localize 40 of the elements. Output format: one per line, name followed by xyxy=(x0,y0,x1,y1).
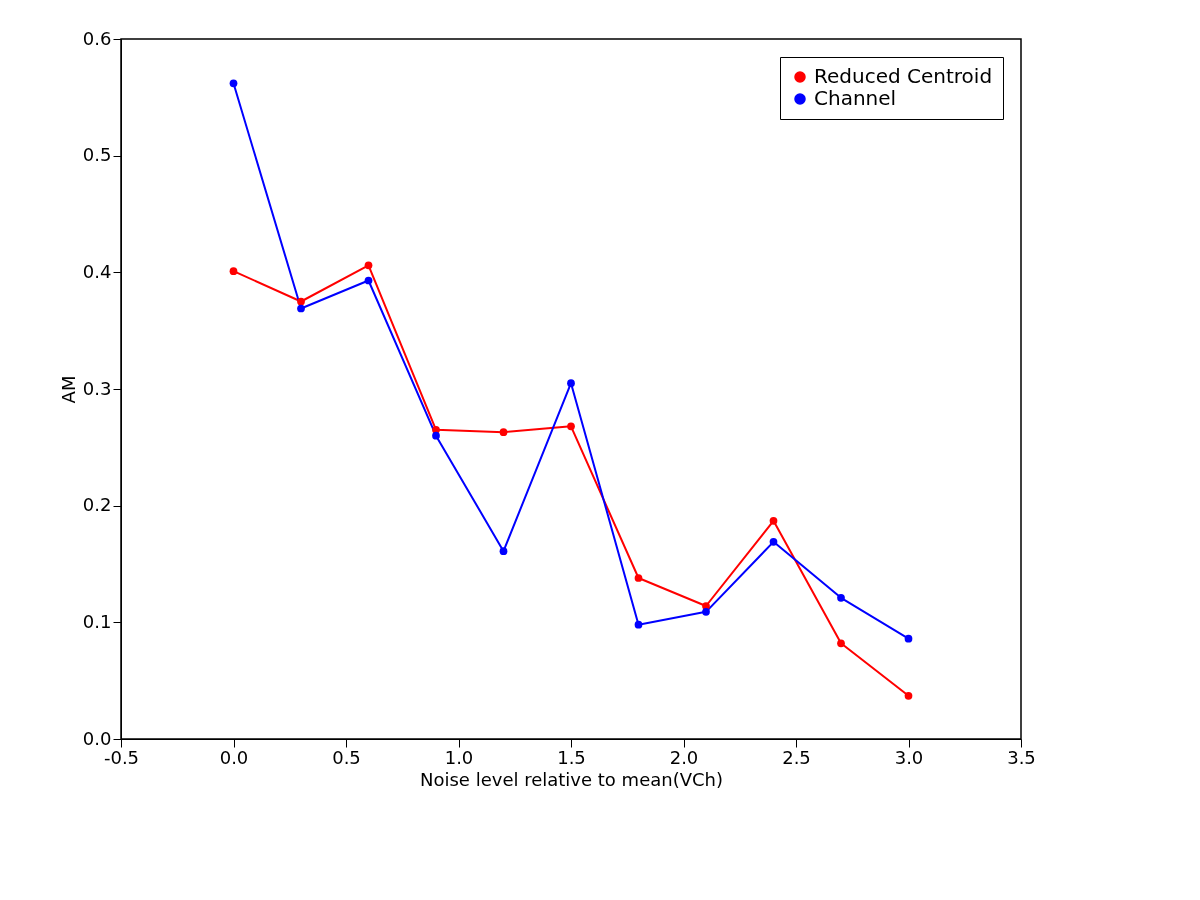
x-tick-label: 1.5 xyxy=(557,746,586,768)
point xyxy=(837,639,845,648)
y-tick-label: 0.3 xyxy=(82,377,112,399)
y-axis-title: AM xyxy=(57,375,79,404)
y-tick-label: 0.0 xyxy=(82,727,112,749)
point xyxy=(904,634,913,643)
y-tick-label: 0.4 xyxy=(82,260,112,282)
point xyxy=(432,431,440,440)
point xyxy=(567,422,575,431)
point xyxy=(297,297,305,306)
legend-label: Reduced Centroid xyxy=(814,64,993,88)
x-tick-label: 2.0 xyxy=(669,746,699,768)
point xyxy=(634,620,643,629)
point xyxy=(499,547,508,556)
point xyxy=(364,261,373,270)
point xyxy=(702,607,710,616)
y-tick-label: 0.5 xyxy=(82,144,112,166)
y-tick-label: 0.6 xyxy=(82,27,112,49)
point xyxy=(297,304,305,313)
point xyxy=(837,593,845,602)
x-tick-label: 0.5 xyxy=(332,746,361,768)
point xyxy=(499,428,508,437)
y-tick-label: 0.1 xyxy=(82,610,112,632)
point xyxy=(229,79,238,88)
x-tick-label: -0.5 xyxy=(103,746,140,768)
x-tick-label: 3.0 xyxy=(894,746,924,768)
point xyxy=(904,691,913,700)
point xyxy=(769,516,778,525)
x-tick-label: 1.0 xyxy=(444,746,474,768)
x-tick-label: 0.0 xyxy=(219,746,249,768)
x-tick-label: 2.5 xyxy=(782,746,811,768)
x-axis-title: Noise level relative to mean(VCh) xyxy=(420,768,723,790)
point xyxy=(567,379,575,388)
point xyxy=(769,537,778,546)
point xyxy=(364,276,373,285)
y-tick-label: 0.2 xyxy=(82,494,112,516)
point xyxy=(634,574,643,582)
x-tick-label: 3.5 xyxy=(1007,746,1036,768)
point xyxy=(229,267,238,276)
legend-label: Channel xyxy=(814,86,897,110)
